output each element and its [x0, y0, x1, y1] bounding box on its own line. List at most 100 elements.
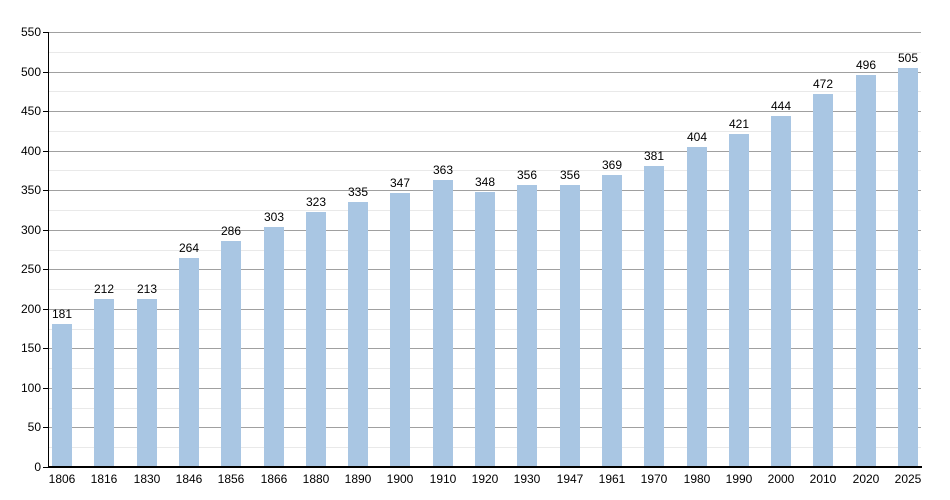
bar-value-label-1920: 348	[474, 175, 496, 189]
y-tick-label-500: 500	[20, 65, 41, 79]
bar-1890	[348, 202, 368, 467]
bar-value-label-1866: 303	[263, 210, 285, 224]
bar-1856	[221, 241, 241, 467]
y-tick-label-50: 50	[27, 420, 41, 434]
bar-value-label-1990: 421	[728, 117, 750, 131]
bar-value-label-1961: 369	[601, 158, 623, 172]
x-tick-label-1816: 1816	[90, 472, 118, 486]
bar-1920	[475, 192, 495, 467]
bar-1816	[94, 299, 114, 467]
bar-value-label-1806: 181	[51, 307, 73, 321]
major-gridline-550	[49, 32, 921, 33]
bar-2010	[813, 94, 833, 467]
x-tick-label-2000: 2000	[767, 472, 795, 486]
y-tick-label-150: 150	[20, 341, 41, 355]
bar-value-label-1930: 356	[516, 168, 538, 182]
bar-value-label-1880: 323	[305, 195, 327, 209]
x-tick-label-1806: 1806	[48, 472, 76, 486]
bar-value-label-2010: 472	[812, 77, 834, 91]
bar-value-label-1980: 404	[686, 130, 708, 144]
x-tick-label-1930: 1930	[513, 472, 541, 486]
y-tick-label-200: 200	[20, 302, 41, 316]
bar-2025	[898, 68, 918, 467]
bar-value-label-1900: 347	[389, 176, 411, 190]
x-tick-label-1846: 1846	[175, 472, 203, 486]
y-tick-mark-400	[43, 151, 49, 152]
y-tick-mark-100	[43, 388, 49, 389]
x-tick-label-1900: 1900	[386, 472, 414, 486]
bar-value-label-1970: 381	[643, 149, 665, 163]
bar-value-label-1910: 363	[432, 163, 454, 177]
y-tick-mark-450	[43, 111, 49, 112]
bar-1806	[52, 324, 72, 467]
y-tick-label-300: 300	[20, 223, 41, 237]
major-gridline-400	[49, 151, 921, 152]
minor-gridline-475	[49, 91, 921, 92]
y-tick-label-350: 350	[20, 183, 41, 197]
bar-1830	[137, 299, 157, 467]
bar-value-label-1846: 264	[178, 241, 200, 255]
x-tick-label-2010: 2010	[809, 472, 837, 486]
bar-1910	[433, 180, 453, 467]
x-tick-label-1980: 1980	[683, 472, 711, 486]
x-tick-label-1910: 1910	[429, 472, 457, 486]
bar-value-label-1947: 356	[559, 168, 581, 182]
x-tick-label-1830: 1830	[133, 472, 161, 486]
major-gridline-500	[49, 72, 921, 73]
bar-1961	[602, 175, 622, 467]
y-tick-mark-150	[43, 348, 49, 349]
bar-1900	[390, 193, 410, 467]
minor-gridline-425	[49, 131, 921, 132]
bar-1947	[560, 185, 580, 467]
x-tick-label-1947: 1947	[556, 472, 584, 486]
x-tick-label-1890: 1890	[344, 472, 372, 486]
x-tick-label-1920: 1920	[471, 472, 499, 486]
bar-1970	[644, 166, 664, 467]
y-tick-label-0: 0	[34, 460, 41, 474]
bar-2020	[856, 75, 876, 467]
y-tick-mark-250	[43, 269, 49, 270]
y-tick-label-450: 450	[20, 104, 41, 118]
y-tick-mark-300	[43, 230, 49, 231]
y-tick-mark-500	[43, 72, 49, 73]
y-axis-line	[48, 32, 49, 468]
x-tick-label-1856: 1856	[217, 472, 245, 486]
y-tick-label-550: 550	[20, 25, 41, 39]
y-tick-label-400: 400	[20, 144, 41, 158]
bar-value-label-1816: 212	[93, 282, 115, 296]
bar-1930	[517, 185, 537, 467]
bar-value-label-1830: 213	[136, 282, 158, 296]
bar-value-label-2025: 505	[897, 51, 919, 65]
y-tick-mark-50	[43, 427, 49, 428]
bar-1880	[306, 212, 326, 467]
bar-2000	[771, 116, 791, 467]
y-tick-label-100: 100	[20, 381, 41, 395]
minor-gridline-375	[49, 170, 921, 171]
x-tick-label-1970: 1970	[640, 472, 668, 486]
bar-value-label-2020: 496	[855, 58, 877, 72]
y-tick-label-250: 250	[20, 262, 41, 276]
x-tick-label-1961: 1961	[598, 472, 626, 486]
bar-1846	[179, 258, 199, 467]
bar-1980	[687, 147, 707, 467]
minor-gridline-525	[49, 52, 921, 53]
x-tick-label-1990: 1990	[725, 472, 753, 486]
plot-area: 0 50 100 150 200 250 300 350 400 450 500 550 181 1806…	[21, 25, 921, 486]
y-tick-mark-350	[43, 190, 49, 191]
bar-value-label-2000: 444	[770, 99, 792, 113]
bar-1866	[264, 227, 284, 467]
x-tick-label-2020: 2020	[852, 472, 880, 486]
y-tick-mark-550	[43, 32, 49, 33]
major-gridline-350	[49, 190, 921, 191]
y-tick-mark-0	[43, 467, 49, 468]
x-tick-label-2025: 2025	[894, 472, 922, 486]
x-axis-line	[48, 466, 922, 468]
y-tick-mark-200	[43, 309, 49, 310]
bar-value-label-1856: 286	[220, 224, 242, 238]
x-tick-label-1880: 1880	[302, 472, 330, 486]
bar-1990	[729, 134, 749, 467]
bar-value-label-1890: 335	[347, 185, 369, 199]
x-tick-label-1866: 1866	[260, 472, 288, 486]
major-gridline-450	[49, 111, 921, 112]
